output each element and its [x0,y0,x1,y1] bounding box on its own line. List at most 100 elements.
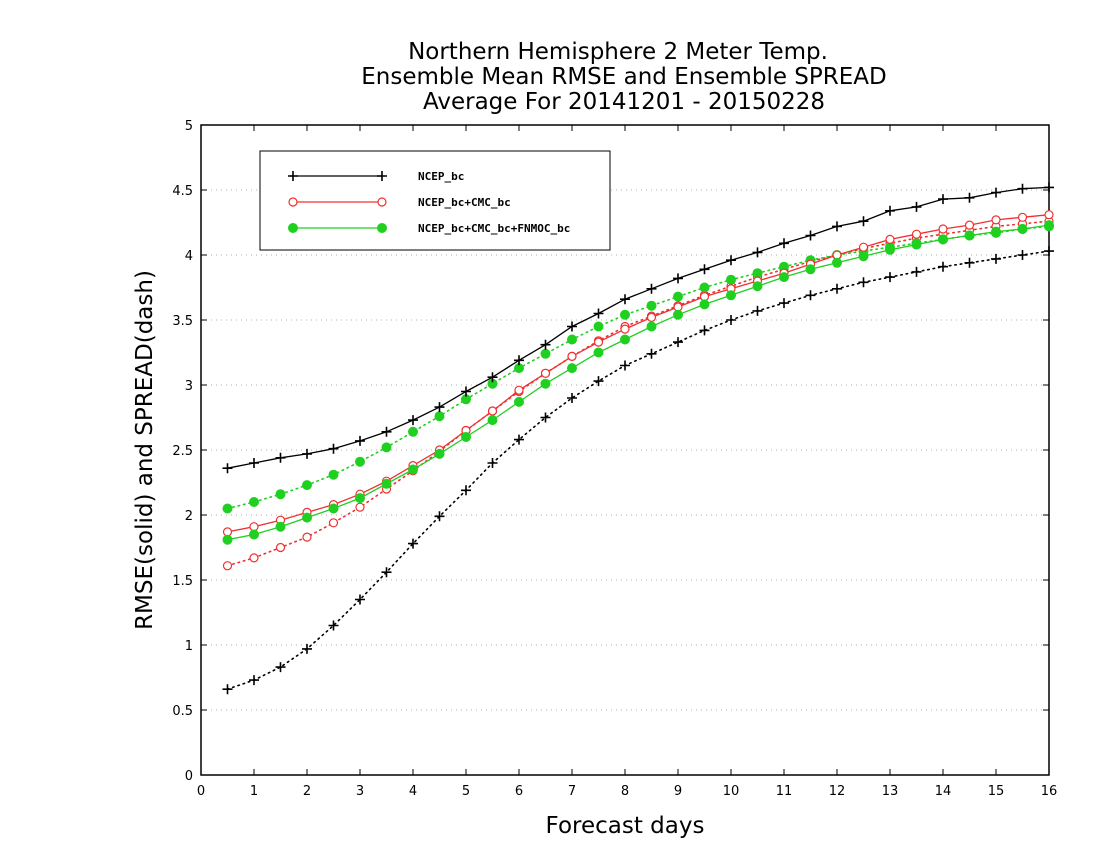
data-point [567,334,577,345]
legend-box [259,150,611,251]
data-point [328,443,339,454]
data-point [779,272,789,283]
x-tick-label: 10 [723,784,740,799]
x-tick-label: 6 [515,784,523,799]
data-point [858,242,869,252]
series-rmse-1 [222,210,1054,537]
legend-label: NCEP_bc+CMC_bc+FNMOC_bc [418,222,570,235]
x-tick-label: 3 [356,784,364,799]
data-point [222,503,233,514]
data-point [1017,250,1028,260]
data-point [779,238,789,249]
x-tick-label: 2 [303,784,311,799]
data-point [991,253,1001,264]
data-point [514,434,524,445]
data-point [699,282,710,293]
data-point [938,224,948,234]
data-point [593,337,604,347]
data-point [434,511,445,522]
series-spread-3 [222,246,1054,695]
data-point [288,197,298,207]
data-point [1044,246,1054,257]
data-point [805,290,816,301]
data-point [805,264,816,275]
data-point [381,426,392,437]
x-tick-label: 13 [882,784,899,799]
data-point [1044,220,1054,231]
data-point [222,534,233,545]
data-point [222,684,233,695]
data-point [408,426,418,437]
chart-title-line-2: Ensemble Mean RMSE and Ensemble SPREAD [361,64,886,90]
y-tick-label: 3 [185,379,193,394]
data-point [567,351,577,361]
data-point [328,503,339,514]
data-point [938,194,948,205]
data-point [911,239,922,250]
y-tick-label: 4 [185,249,193,264]
data-point [752,281,763,292]
data-point [1017,212,1028,222]
data-point [275,662,286,673]
x-tick-label: 15 [988,784,1005,799]
data-point [726,290,736,301]
series-line [227,214,1050,533]
y-tick-label: 2 [185,509,193,524]
data-point [620,309,630,320]
data-point [288,223,298,233]
data-point [540,339,551,350]
y-axis-title: RMSE(solid) and SPREAD(dash) [132,270,158,630]
data-point [302,480,312,491]
data-point [699,325,710,336]
data-point [408,415,418,426]
data-point [673,273,683,284]
data-point [275,521,286,532]
data-point [355,502,365,512]
data-point [911,229,922,239]
chart-title-line-3: Average For 20141201 - 20150228 [423,89,825,115]
x-tick-label: 0 [197,784,205,799]
data-point [726,255,736,266]
data-point [620,334,630,345]
data-point [355,435,365,446]
data-point [726,315,736,325]
data-point [752,268,763,279]
data-point [487,406,498,416]
series-rmse-2 [222,220,1054,545]
data-point [434,448,445,459]
data-point [646,348,657,359]
x-tick-label: 8 [621,784,629,799]
data-point [991,187,1001,198]
data-point [302,643,312,654]
data-point [434,411,445,422]
data-point [355,456,365,467]
data-point [222,463,233,474]
data-point [752,247,763,258]
data-point [1044,210,1054,220]
series-line [227,224,1050,541]
data-point [911,201,922,212]
data-point [1017,183,1028,194]
data-point [302,512,312,523]
x-tick-label: 9 [674,784,682,799]
y-tick-label: 1 [185,639,193,654]
data-point [567,363,577,374]
data-point [699,299,710,310]
y-tick-label: 1.5 [172,574,193,589]
x-axis-title: Forecast days [546,813,705,839]
y-tick-label: 4.5 [172,184,193,199]
axis-ticks: 00.511.522.533.544.550 1 2 3 4 5 6 7 8 9 10 11 12 13 1… [172,119,1057,799]
data-point [964,230,975,241]
data-point [593,308,604,319]
data-point [593,376,604,387]
y-tick-label: 3.5 [172,314,193,329]
data-point [885,205,895,216]
data-point [646,312,657,322]
data-point [408,538,418,549]
data-point [699,264,710,275]
data-point [858,277,869,288]
x-tick-label: 11 [776,784,793,799]
data-point [302,532,312,542]
data-point [752,305,763,316]
data-point [222,561,233,571]
